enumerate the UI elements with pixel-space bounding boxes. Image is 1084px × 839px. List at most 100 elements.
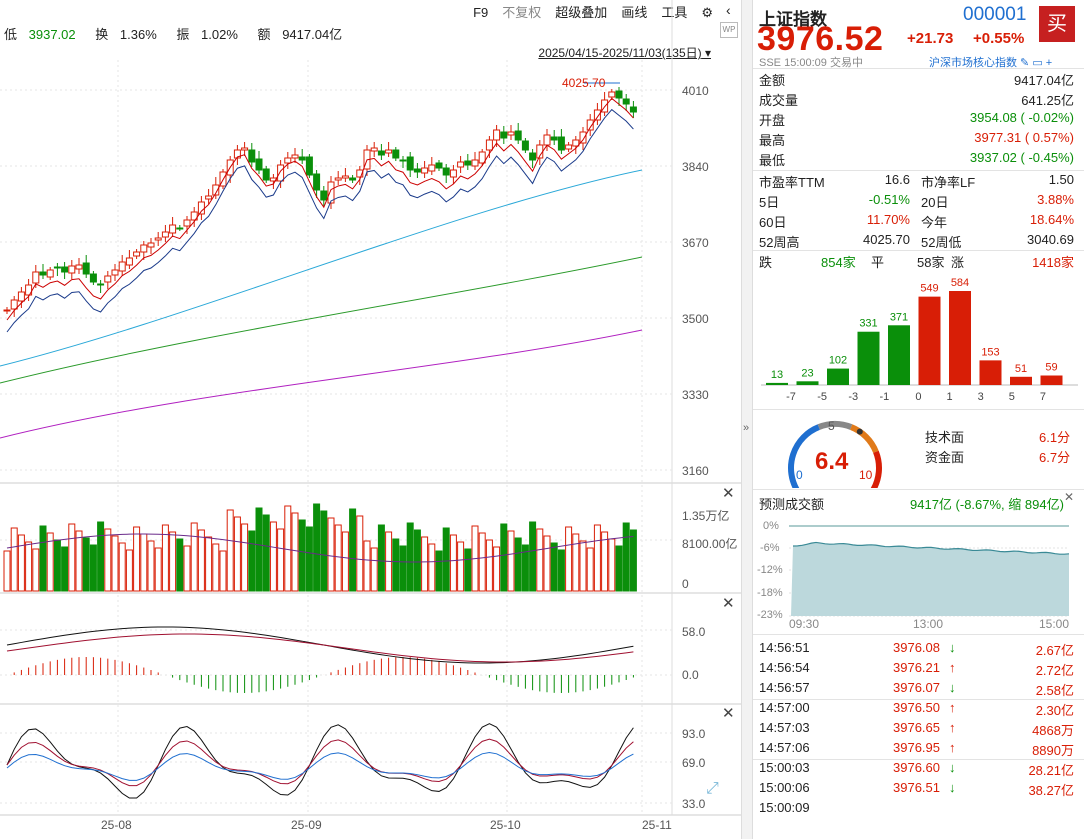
volume-bar	[601, 531, 609, 592]
close-forecast-icon[interactable]: ✕	[1064, 490, 1075, 504]
volume-bar	[341, 531, 349, 592]
volume-bar	[572, 533, 580, 592]
candle-body	[478, 151, 486, 164]
quote-summary-bar: 低 3937.02 换 1.36% 振 1.02% 额 9417.04亿	[4, 24, 358, 43]
candle-body	[449, 169, 457, 178]
close-macd-panel-icon[interactable]: ✕	[722, 595, 735, 612]
long-term-average-line	[0, 169, 643, 367]
panel-collapse-handle[interactable]: »	[741, 0, 753, 839]
volume-bar	[133, 526, 141, 592]
down-arrow-icon: ↓	[949, 780, 956, 795]
up-count: 1418家	[1032, 255, 1074, 270]
dist-tick-label: 5	[1009, 391, 1015, 403]
candle-body	[334, 177, 342, 181]
close-kdj-panel-icon[interactable]: ✕	[722, 705, 735, 722]
x-tick-aug: 25-08	[101, 818, 132, 832]
score-gauge	[788, 421, 882, 488]
price-tick-3160: 3160	[682, 464, 709, 478]
buy-button[interactable]: 买	[1039, 6, 1075, 42]
fc-y-0: 0%	[763, 520, 779, 532]
forecast-value: 9417亿 (-8.67%, 缩 894亿)	[910, 497, 1064, 512]
close-volume-panel-icon[interactable]: ✕	[722, 485, 735, 502]
overlay-button[interactable]: 超级叠加	[555, 5, 608, 20]
volume-bar	[298, 519, 306, 592]
tick-row[interactable]: 14:56:54 3976.21 ↑ 2.72亿	[759, 660, 1074, 680]
divider	[753, 759, 1084, 760]
stat2-value-left: 4025.70	[863, 232, 910, 247]
candle-body	[399, 159, 407, 162]
volume-bar	[305, 526, 313, 592]
draw-button[interactable]: 画线	[621, 5, 648, 20]
volume-bar	[125, 549, 133, 592]
amount-value: 9417.04亿	[282, 27, 343, 42]
tick-row[interactable]: 14:56:51 3976.08 ↓ 2.67亿	[759, 640, 1074, 660]
tick-volume: 28.21亿	[1028, 763, 1074, 778]
divider	[753, 68, 1084, 69]
f9-button[interactable]: F9	[473, 5, 489, 20]
tick-row[interactable]: 15:00:03 3976.60 ↓ 28.21亿	[759, 760, 1074, 780]
candle-body	[291, 154, 299, 159]
gear-icon[interactable]: ⚙	[701, 5, 713, 20]
dist-bar	[827, 368, 849, 385]
price-change-pct: +0.55%	[973, 30, 1025, 47]
volume-bar	[579, 540, 587, 592]
quote-time: 15:00:09	[784, 57, 827, 69]
dist-tick-label: -5	[817, 391, 827, 403]
chart-area[interactable]: 低 3937.02 换 1.36% 振 1.02% 额 9417.04亿 F9 不…	[0, 0, 741, 839]
dist-bar	[766, 382, 788, 385]
stat-row: 开盘 3954.08 ( -0.02%)	[759, 110, 1074, 130]
candle-body	[356, 169, 364, 178]
volume-bar	[226, 509, 234, 592]
market-breadth: 跌 854家 平 58家 涨 1418家	[759, 252, 1074, 272]
up-arrow-icon: ↑	[949, 740, 956, 755]
dist-bar-label: 549	[920, 283, 938, 295]
date-range-selector[interactable]: 2025/04/15-2025/11/03(135日) ▾	[538, 46, 711, 60]
tick-time: 14:57:00	[759, 700, 810, 715]
last-price: 3976.52	[757, 20, 884, 58]
fc-area	[789, 542, 1069, 616]
candle-body	[25, 284, 33, 296]
tick-time: 14:56:51	[759, 640, 810, 655]
stat-value: 3977.31 ( 0.57%)	[974, 130, 1074, 145]
tick-price: 3976.50	[893, 700, 940, 715]
quote-status-line: SSE 15:00:09 交易中	[759, 54, 863, 70]
candle-body	[305, 156, 313, 176]
candle-body	[471, 159, 479, 167]
no-adjust-button[interactable]: 不复权	[502, 5, 542, 20]
fc-y-6: -6%	[760, 542, 780, 554]
tick-row[interactable]: 15:00:06 3976.51 ↓ 38.27亿	[759, 780, 1074, 800]
volume-bar	[248, 530, 256, 592]
gauge-arc-segment	[870, 450, 882, 488]
wp-icon[interactable]: WP	[720, 22, 738, 38]
core-index-link[interactable]: 沪深市场核心指数 ✎ ▭ +	[929, 57, 1053, 69]
tools-button[interactable]: 工具	[661, 5, 688, 20]
tick-row[interactable]: 14:57:06 3976.95 ↑ 8890万	[759, 740, 1074, 760]
chevron-left-icon[interactable]: ‹	[726, 2, 731, 18]
candle-body	[385, 149, 393, 154]
volume-bar	[406, 522, 414, 592]
volume-bar	[269, 521, 277, 592]
tick-price: 3976.21	[893, 660, 940, 675]
candle-body	[68, 265, 76, 274]
tick-row[interactable]: 15:00:09	[759, 800, 1074, 820]
candle-body	[500, 131, 508, 139]
tick-row[interactable]: 14:57:00 3976.50 ↑ 2.30亿	[759, 700, 1074, 720]
price-tick-3670: 3670	[682, 236, 709, 250]
tick-row[interactable]: 14:57:03 3976.65 ↑ 4868万	[759, 720, 1074, 740]
expand-icon[interactable]: ⤢	[706, 780, 719, 797]
volume-bar	[622, 522, 630, 592]
volume-bar	[46, 532, 54, 592]
gauge-arc-segment	[849, 424, 879, 454]
stat2-value-right: 3.88%	[1037, 192, 1074, 207]
volume-bar	[255, 507, 263, 592]
low-label: 低	[4, 27, 18, 42]
divider	[753, 634, 1084, 635]
candle-body	[392, 149, 400, 159]
volume-bar	[334, 524, 342, 592]
candle-body	[53, 266, 61, 269]
trade-status: 交易中	[829, 57, 863, 69]
dist-bar-label: 331	[859, 318, 877, 330]
tick-row[interactable]: 14:56:57 3976.07 ↓ 2.58亿	[759, 680, 1074, 700]
double-chevron-right-icon: »	[743, 422, 750, 434]
date-range-text: 2025/04/15-2025/11/03(135日)	[538, 46, 702, 60]
